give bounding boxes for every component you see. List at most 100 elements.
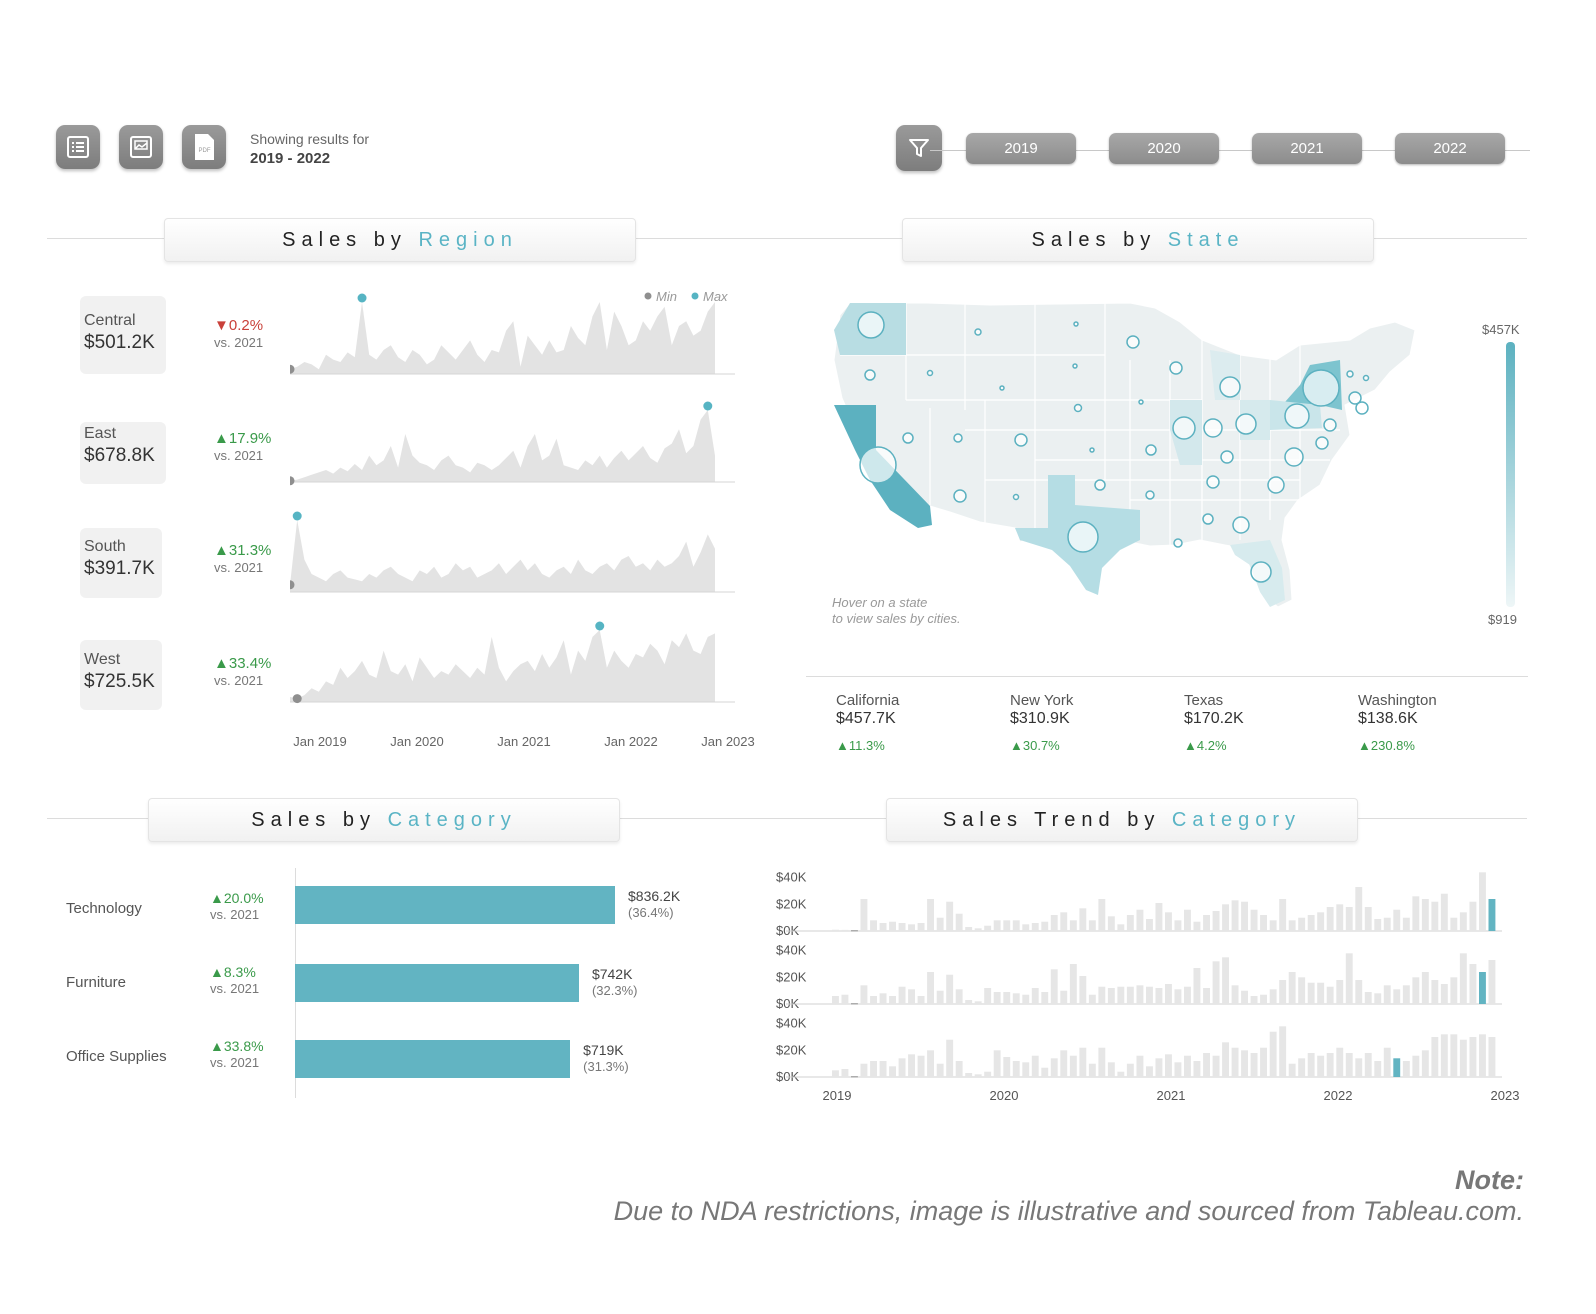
trend-bar-furniture[interactable] <box>1374 993 1382 1004</box>
trend-bar-office-supplies[interactable] <box>1298 1058 1306 1077</box>
trend-bar-furniture[interactable] <box>917 996 925 1004</box>
trend-bar-furniture[interactable] <box>1383 985 1391 1004</box>
trend-bar-technology[interactable] <box>1184 909 1191 931</box>
trend-bar-technology[interactable] <box>1031 923 1039 931</box>
trend-bar-technology[interactable] <box>1126 915 1134 931</box>
region-max-point[interactable] <box>357 293 367 303</box>
trend-bar-office-supplies[interactable] <box>1050 1058 1058 1077</box>
trend-bar-technology[interactable] <box>879 923 887 931</box>
region-sparkline-east[interactable] <box>290 410 715 482</box>
category-bar-office-supplies[interactable] <box>295 1040 571 1078</box>
trend-bar-office-supplies[interactable] <box>1165 1054 1172 1077</box>
trend-bar-office-supplies[interactable] <box>1203 1053 1210 1077</box>
region-sparkline-west[interactable] <box>290 630 715 702</box>
trend-bar-furniture[interactable] <box>1060 990 1068 1004</box>
region-max-point[interactable] <box>292 511 302 521</box>
trend-bar-technology[interactable] <box>1269 920 1277 931</box>
trend-bar-office-supplies[interactable] <box>898 1058 906 1077</box>
trend-bar-office-supplies[interactable] <box>889 1066 896 1077</box>
trend-bar-furniture[interactable] <box>841 994 849 1004</box>
trend-bar-office-supplies[interactable] <box>1393 1058 1401 1077</box>
trend-bar-office-supplies[interactable] <box>1117 1071 1125 1077</box>
year-button-2019[interactable]: 2019 <box>966 133 1076 164</box>
trend-bar-technology[interactable] <box>955 913 963 931</box>
trend-bar-furniture[interactable] <box>1050 969 1058 1004</box>
trend-bar-office-supplies[interactable] <box>1098 1047 1106 1077</box>
trend-bar-furniture[interactable] <box>1012 993 1020 1004</box>
category-bar-technology[interactable] <box>295 886 615 924</box>
trend-bar-furniture[interactable] <box>1355 980 1363 1004</box>
trend-bar-furniture[interactable] <box>1241 990 1248 1004</box>
trend-bar-office-supplies[interactable] <box>974 1074 982 1077</box>
trend-bar-furniture[interactable] <box>993 992 1001 1004</box>
trend-bar-office-supplies[interactable] <box>965 1073 973 1077</box>
trend-bar-furniture[interactable] <box>1412 977 1420 1004</box>
trend-bar-furniture[interactable] <box>1431 980 1439 1004</box>
trend-bar-technology[interactable] <box>1345 907 1353 931</box>
trend-bar-furniture[interactable] <box>860 985 868 1004</box>
trend-bar-technology[interactable] <box>832 929 839 931</box>
trend-bar-furniture[interactable] <box>1317 982 1325 1004</box>
region-sparkline-central[interactable] <box>290 302 715 374</box>
trend-bar-office-supplies[interactable] <box>1412 1055 1420 1077</box>
trend-bar-furniture[interactable] <box>832 996 839 1004</box>
trend-bar-office-supplies[interactable] <box>1250 1053 1258 1077</box>
trend-bar-technology[interactable] <box>1098 899 1106 931</box>
trend-bar-office-supplies[interactable] <box>1136 1055 1144 1077</box>
year-button-2022[interactable]: 2022 <box>1395 133 1505 164</box>
trend-bar-office-supplies[interactable] <box>993 1050 1001 1077</box>
trend-bar-office-supplies[interactable] <box>1383 1047 1391 1077</box>
trend-bar-furniture[interactable] <box>851 1003 858 1005</box>
trend-bar-furniture[interactable] <box>870 996 877 1004</box>
trend-bar-office-supplies[interactable] <box>984 1071 992 1077</box>
trend-bar-furniture[interactable] <box>1155 988 1163 1004</box>
trend-bar-furniture[interactable] <box>1298 977 1306 1004</box>
trend-bar-furniture[interactable] <box>1222 957 1229 1004</box>
trend-bar-office-supplies[interactable] <box>936 1063 944 1077</box>
trend-bar-technology[interactable] <box>1479 872 1486 931</box>
trend-bar-technology[interactable] <box>1136 909 1144 931</box>
trend-bar-furniture[interactable] <box>889 996 896 1004</box>
trend-bar-office-supplies[interactable] <box>1193 1061 1201 1077</box>
trend-bar-technology[interactable] <box>1003 920 1011 931</box>
trend-bar-technology[interactable] <box>1393 909 1401 931</box>
trend-bar-furniture[interactable] <box>936 990 944 1004</box>
trend-bar-technology[interactable] <box>851 930 858 932</box>
trend-bar-technology[interactable] <box>870 920 877 931</box>
trend-bar-office-supplies[interactable] <box>1440 1034 1448 1077</box>
trend-bar-technology[interactable] <box>841 929 849 931</box>
trend-bar-furniture[interactable] <box>1165 984 1172 1004</box>
trend-bar-office-supplies[interactable] <box>1060 1050 1068 1077</box>
trend-bar-office-supplies[interactable] <box>1212 1055 1220 1077</box>
year-button-2021[interactable]: 2021 <box>1252 133 1362 164</box>
trend-bar-furniture[interactable] <box>1069 964 1077 1004</box>
trend-bar-office-supplies[interactable] <box>1088 1063 1096 1077</box>
trend-bar-office-supplies[interactable] <box>1317 1055 1325 1077</box>
trend-bar-office-supplies[interactable] <box>1022 1062 1030 1077</box>
year-button-2020[interactable]: 2020 <box>1109 133 1219 164</box>
trend-bar-furniture[interactable] <box>1088 994 1096 1004</box>
trend-bar-office-supplies[interactable] <box>1431 1037 1439 1077</box>
trend-bar-furniture[interactable] <box>908 989 915 1004</box>
trend-bar-office-supplies[interactable] <box>1003 1057 1011 1077</box>
trend-bar-office-supplies[interactable] <box>879 1061 887 1077</box>
trend-bar-office-supplies[interactable] <box>1107 1062 1115 1077</box>
trend-bar-office-supplies[interactable] <box>1402 1061 1410 1077</box>
trend-bar-technology[interactable] <box>1203 915 1210 931</box>
trend-bar-office-supplies[interactable] <box>1269 1031 1277 1077</box>
trend-bar-technology[interactable] <box>1326 907 1334 931</box>
trend-bar-furniture[interactable] <box>1336 980 1344 1004</box>
trend-bar-technology[interactable] <box>1041 921 1049 931</box>
trend-bar-furniture[interactable] <box>1107 988 1115 1004</box>
trend-bar-office-supplies[interactable] <box>1288 1063 1296 1077</box>
trend-bar-technology[interactable] <box>1459 912 1467 931</box>
trend-bar-technology[interactable] <box>1317 912 1325 931</box>
trend-bar-furniture[interactable] <box>1421 972 1429 1004</box>
trend-bar-technology[interactable] <box>1288 920 1296 931</box>
trend-bar-furniture[interactable] <box>1488 960 1496 1004</box>
trend-bar-office-supplies[interactable] <box>1146 1066 1153 1077</box>
trend-bar-technology[interactable] <box>974 928 982 931</box>
trend-bar-technology[interactable] <box>1079 908 1087 931</box>
trend-bar-office-supplies[interactable] <box>841 1069 849 1077</box>
trend-bar-office-supplies[interactable] <box>1488 1037 1496 1077</box>
